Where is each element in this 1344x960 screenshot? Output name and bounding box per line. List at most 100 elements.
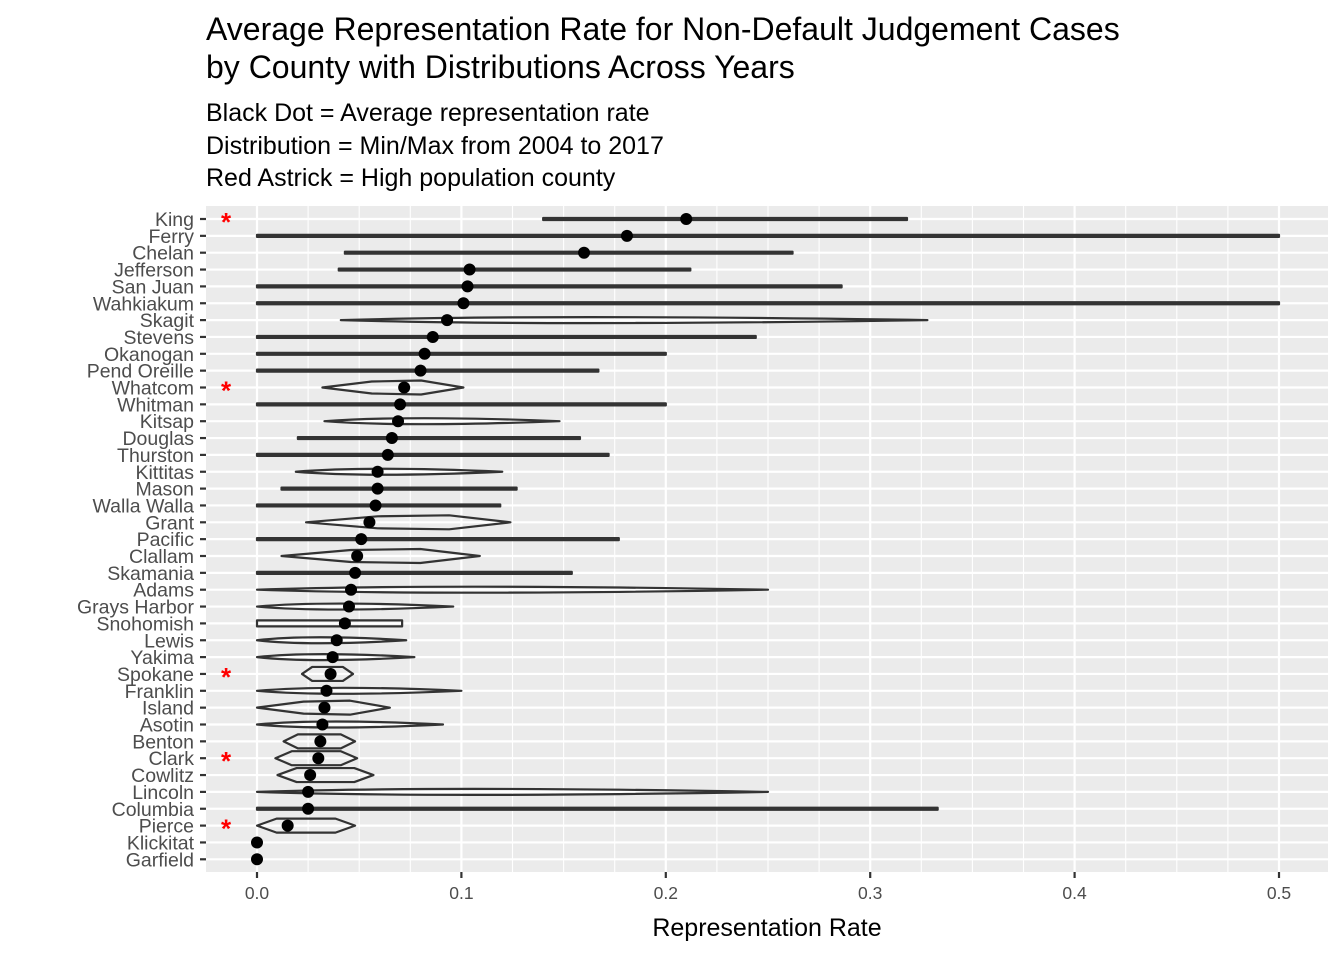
subtitle-line-2: Distribution = Min/Max from 2004 to 2017 (206, 132, 664, 160)
high-population-star: * (221, 376, 232, 406)
chart-title: Average Representation Rate for Non-Defa… (206, 11, 1120, 85)
y-tick-label: Lincoln (132, 782, 194, 804)
avg-dot-pacific (355, 533, 368, 546)
y-tick-label: Spokane (117, 664, 194, 686)
violin-kitsap (323, 417, 561, 426)
avg-dot-jefferson (463, 263, 476, 276)
avg-dot-cowlitz (304, 769, 317, 782)
y-tick-label: Columbia (112, 799, 195, 821)
avg-dot-chelan (578, 246, 591, 259)
y-tick-label: Clark (148, 748, 194, 770)
y-tick-label: Grant (145, 512, 194, 534)
high-population-star: * (221, 207, 232, 237)
violin-island (255, 699, 391, 716)
violin-thurston (255, 452, 610, 457)
chart-subtitle: Black Dot = Average representation rate … (206, 99, 664, 192)
x-axis-title: Representation Rate (652, 914, 881, 942)
avg-dot-okanogan (418, 347, 431, 360)
avg-dot-lincoln (302, 785, 315, 798)
x-tick-label: 0.1 (449, 883, 473, 903)
avg-dot-island (318, 701, 331, 714)
avg-dot-benton (314, 735, 327, 748)
y-tick-label: King (155, 209, 194, 231)
y-tick-label: Wahkiakum (93, 293, 194, 315)
y-tick-label: Klickitat (127, 832, 195, 854)
avg-dot-spokane (324, 667, 337, 680)
avg-dot-pend-oreille (414, 364, 427, 377)
avg-dot-klickitat (251, 836, 263, 849)
subtitle-line-3: Red Astrick = High population county (206, 164, 616, 192)
y-tick-label: Clallam (129, 546, 194, 568)
avg-dot-lewis (330, 634, 343, 647)
avg-dot-walla-walla (369, 499, 382, 512)
avg-dot-kitsap (392, 415, 405, 428)
avg-dot-whitman (394, 398, 407, 411)
violin-snohomish (255, 619, 404, 628)
avg-dot-clark (312, 752, 325, 765)
y-tick-label: Yakima (130, 647, 194, 669)
y-tick-label: Chelan (132, 243, 194, 265)
violin-spokane (300, 665, 355, 683)
y-tick-label: Adams (133, 580, 194, 602)
violin-pierce (255, 817, 357, 834)
violin-pend-oreille (255, 368, 600, 373)
avg-dot-columbia (302, 802, 315, 815)
violin-ferry (255, 233, 1281, 238)
violin-king (542, 216, 909, 222)
x-tick-label: 0.5 (1267, 883, 1291, 903)
x-tick-label: 0.0 (245, 883, 270, 903)
violin-lincoln (255, 787, 770, 796)
y-tick-label: Stevens (124, 327, 195, 349)
y-tick-label: Kittitas (135, 462, 194, 484)
y-tick-label: Jefferson (114, 260, 194, 282)
y-tick-label: Skagit (140, 310, 195, 332)
avg-dot-clallam (351, 550, 364, 562)
avg-dot-grant (363, 516, 376, 529)
high-population-markers: * * * * * (221, 207, 232, 844)
violin-asotin (255, 720, 445, 729)
y-tick-label: Pacific (137, 529, 195, 551)
violin-pacific (255, 537, 620, 542)
avg-dot-franklin (320, 684, 333, 697)
average-dots (251, 213, 693, 866)
y-tick-label: Walla Walla (93, 495, 195, 517)
violin-grant (304, 514, 512, 531)
violins (255, 216, 1281, 834)
y-tick-label: Thurston (117, 445, 194, 467)
violin-benton (282, 733, 357, 750)
avg-dot-stevens (426, 330, 439, 343)
y-tick-label: Ferry (149, 226, 195, 248)
avg-dot-whatcom (398, 381, 411, 394)
avg-dot-skagit (441, 314, 454, 327)
violin-clark (274, 750, 359, 767)
x-tick-label: 0.2 (654, 883, 678, 903)
violin-kittitas (294, 467, 504, 476)
y-tick-label: Okanogan (104, 344, 194, 366)
y-tick-label: Franklin (125, 681, 194, 703)
violin-yakima (255, 653, 416, 662)
y-tick-label: Snohomish (96, 613, 194, 635)
violin-clallam (280, 547, 481, 565)
violin-lewis (255, 636, 408, 645)
avg-dot-thurston (381, 448, 394, 461)
y-tick-label: Whitman (117, 394, 194, 416)
avg-dot-skamania (349, 566, 362, 579)
violin-douglas (296, 435, 582, 441)
violin-columbia (255, 806, 939, 811)
violin-wahkiakum (255, 301, 1281, 306)
high-population-star: * (221, 746, 232, 776)
x-tick-label: 0.3 (858, 883, 882, 903)
avg-dot-snohomish (338, 617, 351, 630)
y-tick-label: Grays Harbor (77, 597, 195, 619)
high-population-star: * (221, 662, 232, 692)
avg-dot-grays-harbor (342, 600, 355, 613)
y-tick-label: Kitsap (140, 411, 194, 433)
violin-skagit (339, 316, 929, 325)
violin-franklin (255, 686, 463, 695)
avg-dot-adams (345, 583, 358, 596)
avg-dot-douglas (385, 432, 398, 445)
avg-dot-king (680, 213, 693, 225)
violin-walla-walla (255, 503, 502, 508)
